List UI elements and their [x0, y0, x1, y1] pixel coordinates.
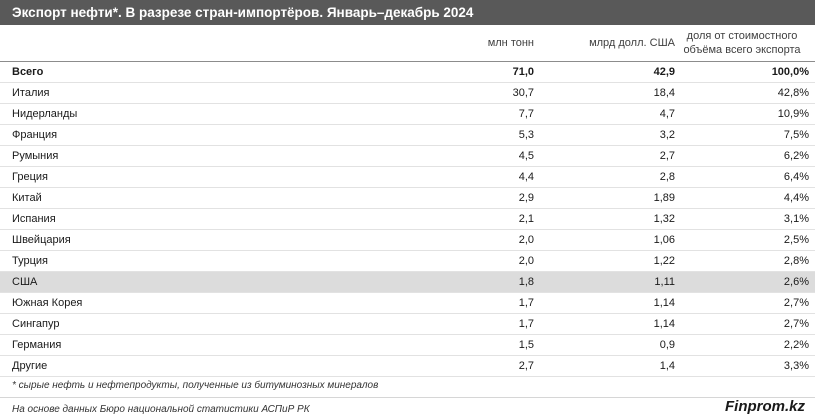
mln-tons-value: 2,7 — [518, 360, 534, 372]
country-name: Румыния — [12, 150, 59, 162]
country-name: США — [12, 276, 38, 288]
export-share-value: 2,7% — [783, 297, 809, 309]
mln-tons-value: 2,0 — [518, 234, 534, 246]
mln-tons-value: 30,7 — [512, 87, 534, 99]
country-name: Всего — [12, 66, 44, 78]
country-name: Турция — [12, 255, 48, 267]
column-header-bln-usd: млрд долл. США — [589, 37, 675, 49]
export-share-value: 3,3% — [783, 360, 809, 372]
bln-usd-value: 3,2 — [659, 129, 675, 141]
mln-tons-value: 2,1 — [518, 213, 534, 225]
bln-usd-value: 0,9 — [659, 339, 675, 351]
table-row: США 1,8 1,11 2,6% — [0, 272, 815, 293]
bln-usd-value: 2,8 — [659, 171, 675, 183]
column-header-share-line1: доля от стоимостного — [686, 30, 798, 42]
mln-tons-value: 4,5 — [518, 150, 534, 162]
country-name: Испания — [12, 213, 56, 225]
mln-tons-value: 1,7 — [518, 318, 534, 330]
brand-logo: Finprom.kz — [724, 398, 805, 415]
mln-tons-value: 1,7 — [518, 297, 534, 309]
table-row: Испания 2,1 1,32 3,1% — [0, 209, 815, 230]
table-row-total: Всего 71,0 42,9 100,0% — [0, 62, 815, 83]
table-row: Швейцария 2,0 1,06 2,5% — [0, 230, 815, 251]
bln-usd-value: 1,11 — [654, 276, 675, 288]
country-name: Франция — [12, 129, 58, 141]
data-table: Всего 71,0 42,9 100,0% Италия 30,7 18,4 42,8% Ни… — [0, 62, 815, 377]
bln-usd-value: 2,7 — [659, 150, 675, 162]
export-share-value: 7,5% — [783, 129, 809, 141]
table-row: Сингапур 1,7 1,14 2,7% — [0, 314, 815, 335]
export-share-value: 2,8% — [783, 255, 809, 267]
table-row: Румыния 4,5 2,7 6,2% — [0, 146, 815, 167]
export-share-value: 4,4% — [783, 192, 809, 204]
export-share-value: 2,6% — [783, 276, 809, 288]
header-divider — [0, 61, 815, 62]
bln-usd-value: 4,7 — [659, 108, 675, 120]
export-share-value: 10,9% — [777, 108, 809, 120]
table-row: Другие 2,7 1,4 3,3% — [0, 356, 815, 377]
bln-usd-value: 1,89 — [653, 192, 675, 204]
column-header-share-line2: объёма всего экспорта — [683, 44, 801, 56]
export-share-value: 2,2% — [783, 339, 809, 351]
bln-usd-value: 1,06 — [653, 234, 675, 246]
mln-tons-value: 5,3 — [518, 129, 534, 141]
column-header-export-share: доля от стоимостного объёма всего экспор… — [675, 25, 809, 61]
export-share-value: 3,1% — [783, 213, 809, 225]
source-note: На основе данных Бюро национальной стати… — [12, 404, 310, 415]
table-row: Германия 1,5 0,9 2,2% — [0, 335, 815, 356]
table-row: Нидерланды 7,7 4,7 10,9% — [0, 104, 815, 125]
bln-usd-value: 1,14 — [653, 297, 675, 309]
country-name: Швейцария — [12, 234, 71, 246]
bln-usd-value: 1,22 — [653, 255, 675, 267]
page-title: Экспорт нефти*. В разрезе стран-импортёр… — [0, 0, 815, 25]
country-name: Сингапур — [12, 318, 60, 330]
mln-tons-value: 2,9 — [518, 192, 534, 204]
mln-tons-value: 4,4 — [518, 171, 534, 183]
table-row: Италия 30,7 18,4 42,8% — [0, 83, 815, 104]
bln-usd-value: 18,4 — [653, 87, 675, 99]
bln-usd-value: 42,9 — [653, 66, 675, 78]
export-share-value: 6,4% — [783, 171, 809, 183]
country-name: Греция — [12, 171, 48, 183]
table-row: Южная Корея 1,7 1,14 2,7% — [0, 293, 815, 314]
mln-tons-value: 7,7 — [518, 108, 534, 120]
table-row: Турция 2,0 1,22 2,8% — [0, 251, 815, 272]
country-name: Италия — [12, 87, 50, 99]
country-name: Германия — [12, 339, 62, 351]
table-row: Греция 4,4 2,8 6,4% — [0, 167, 815, 188]
export-share-value: 2,5% — [783, 234, 809, 246]
mln-tons-value: 1,5 — [518, 339, 534, 351]
mln-tons-value: 2,0 — [518, 255, 534, 267]
mln-tons-value: 1,8 — [518, 276, 534, 288]
table-row: Франция 5,3 3,2 7,5% — [0, 125, 815, 146]
export-share-value: 2,7% — [783, 318, 809, 330]
footer-divider — [0, 397, 815, 398]
column-header-mln-tons: млн тонн — [487, 37, 534, 49]
country-name: Другие — [12, 360, 48, 372]
export-share-value: 6,2% — [783, 150, 809, 162]
mln-tons-value: 71,0 — [512, 66, 534, 78]
bln-usd-value: 1,32 — [653, 213, 675, 225]
country-name: Нидерланды — [12, 108, 78, 120]
bln-usd-value: 1,4 — [659, 360, 675, 372]
export-share-value: 42,8% — [777, 87, 809, 99]
country-name: Южная Корея — [12, 297, 83, 309]
table-row: Китай 2,9 1,89 4,4% — [0, 188, 815, 209]
footnote: * сырые нефть и нефтепродукты, полученны… — [12, 380, 379, 391]
bln-usd-value: 1,14 — [653, 318, 675, 330]
country-name: Китай — [12, 192, 42, 204]
export-share-value: 100,0% — [771, 66, 809, 78]
